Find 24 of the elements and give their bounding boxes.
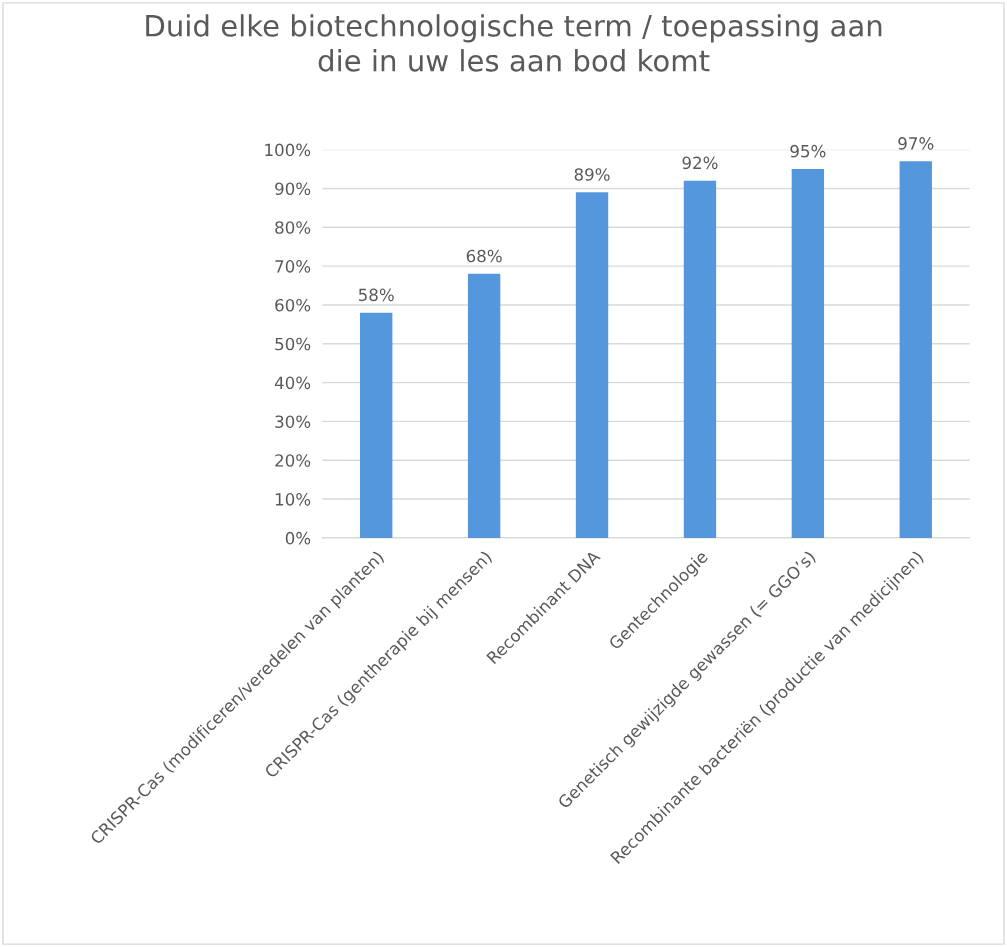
y-tick-label: 20% xyxy=(275,454,311,467)
y-tick-label: 90% xyxy=(275,182,311,196)
bar xyxy=(899,161,932,538)
data-label: 97% xyxy=(898,137,934,150)
y-tick-label: 60% xyxy=(275,298,311,312)
y-tick-label: 40% xyxy=(274,376,311,390)
y-tick-label: 70% xyxy=(275,260,311,273)
data-label: 89% xyxy=(574,168,610,181)
y-tick-label: 100% xyxy=(265,143,311,157)
bar xyxy=(683,180,717,538)
y-tick-label: 10% xyxy=(275,493,311,506)
y-tick-label: 30% xyxy=(275,415,311,428)
bar xyxy=(791,169,825,538)
bar xyxy=(360,312,393,538)
y-tick-label: 50% xyxy=(275,337,311,351)
bar xyxy=(575,192,609,538)
data-label: 58% xyxy=(358,288,394,302)
bar xyxy=(467,273,501,538)
y-tick-label: 0% xyxy=(285,531,311,545)
chart-title: Duid elke biotechnologische term / toepassing aan die in uw les aan bod komt xyxy=(146,14,882,72)
data-label: 95% xyxy=(790,144,826,158)
data-label: 92% xyxy=(682,156,718,170)
y-tick-label: 80% xyxy=(275,221,311,234)
data-label: 68% xyxy=(466,249,502,263)
